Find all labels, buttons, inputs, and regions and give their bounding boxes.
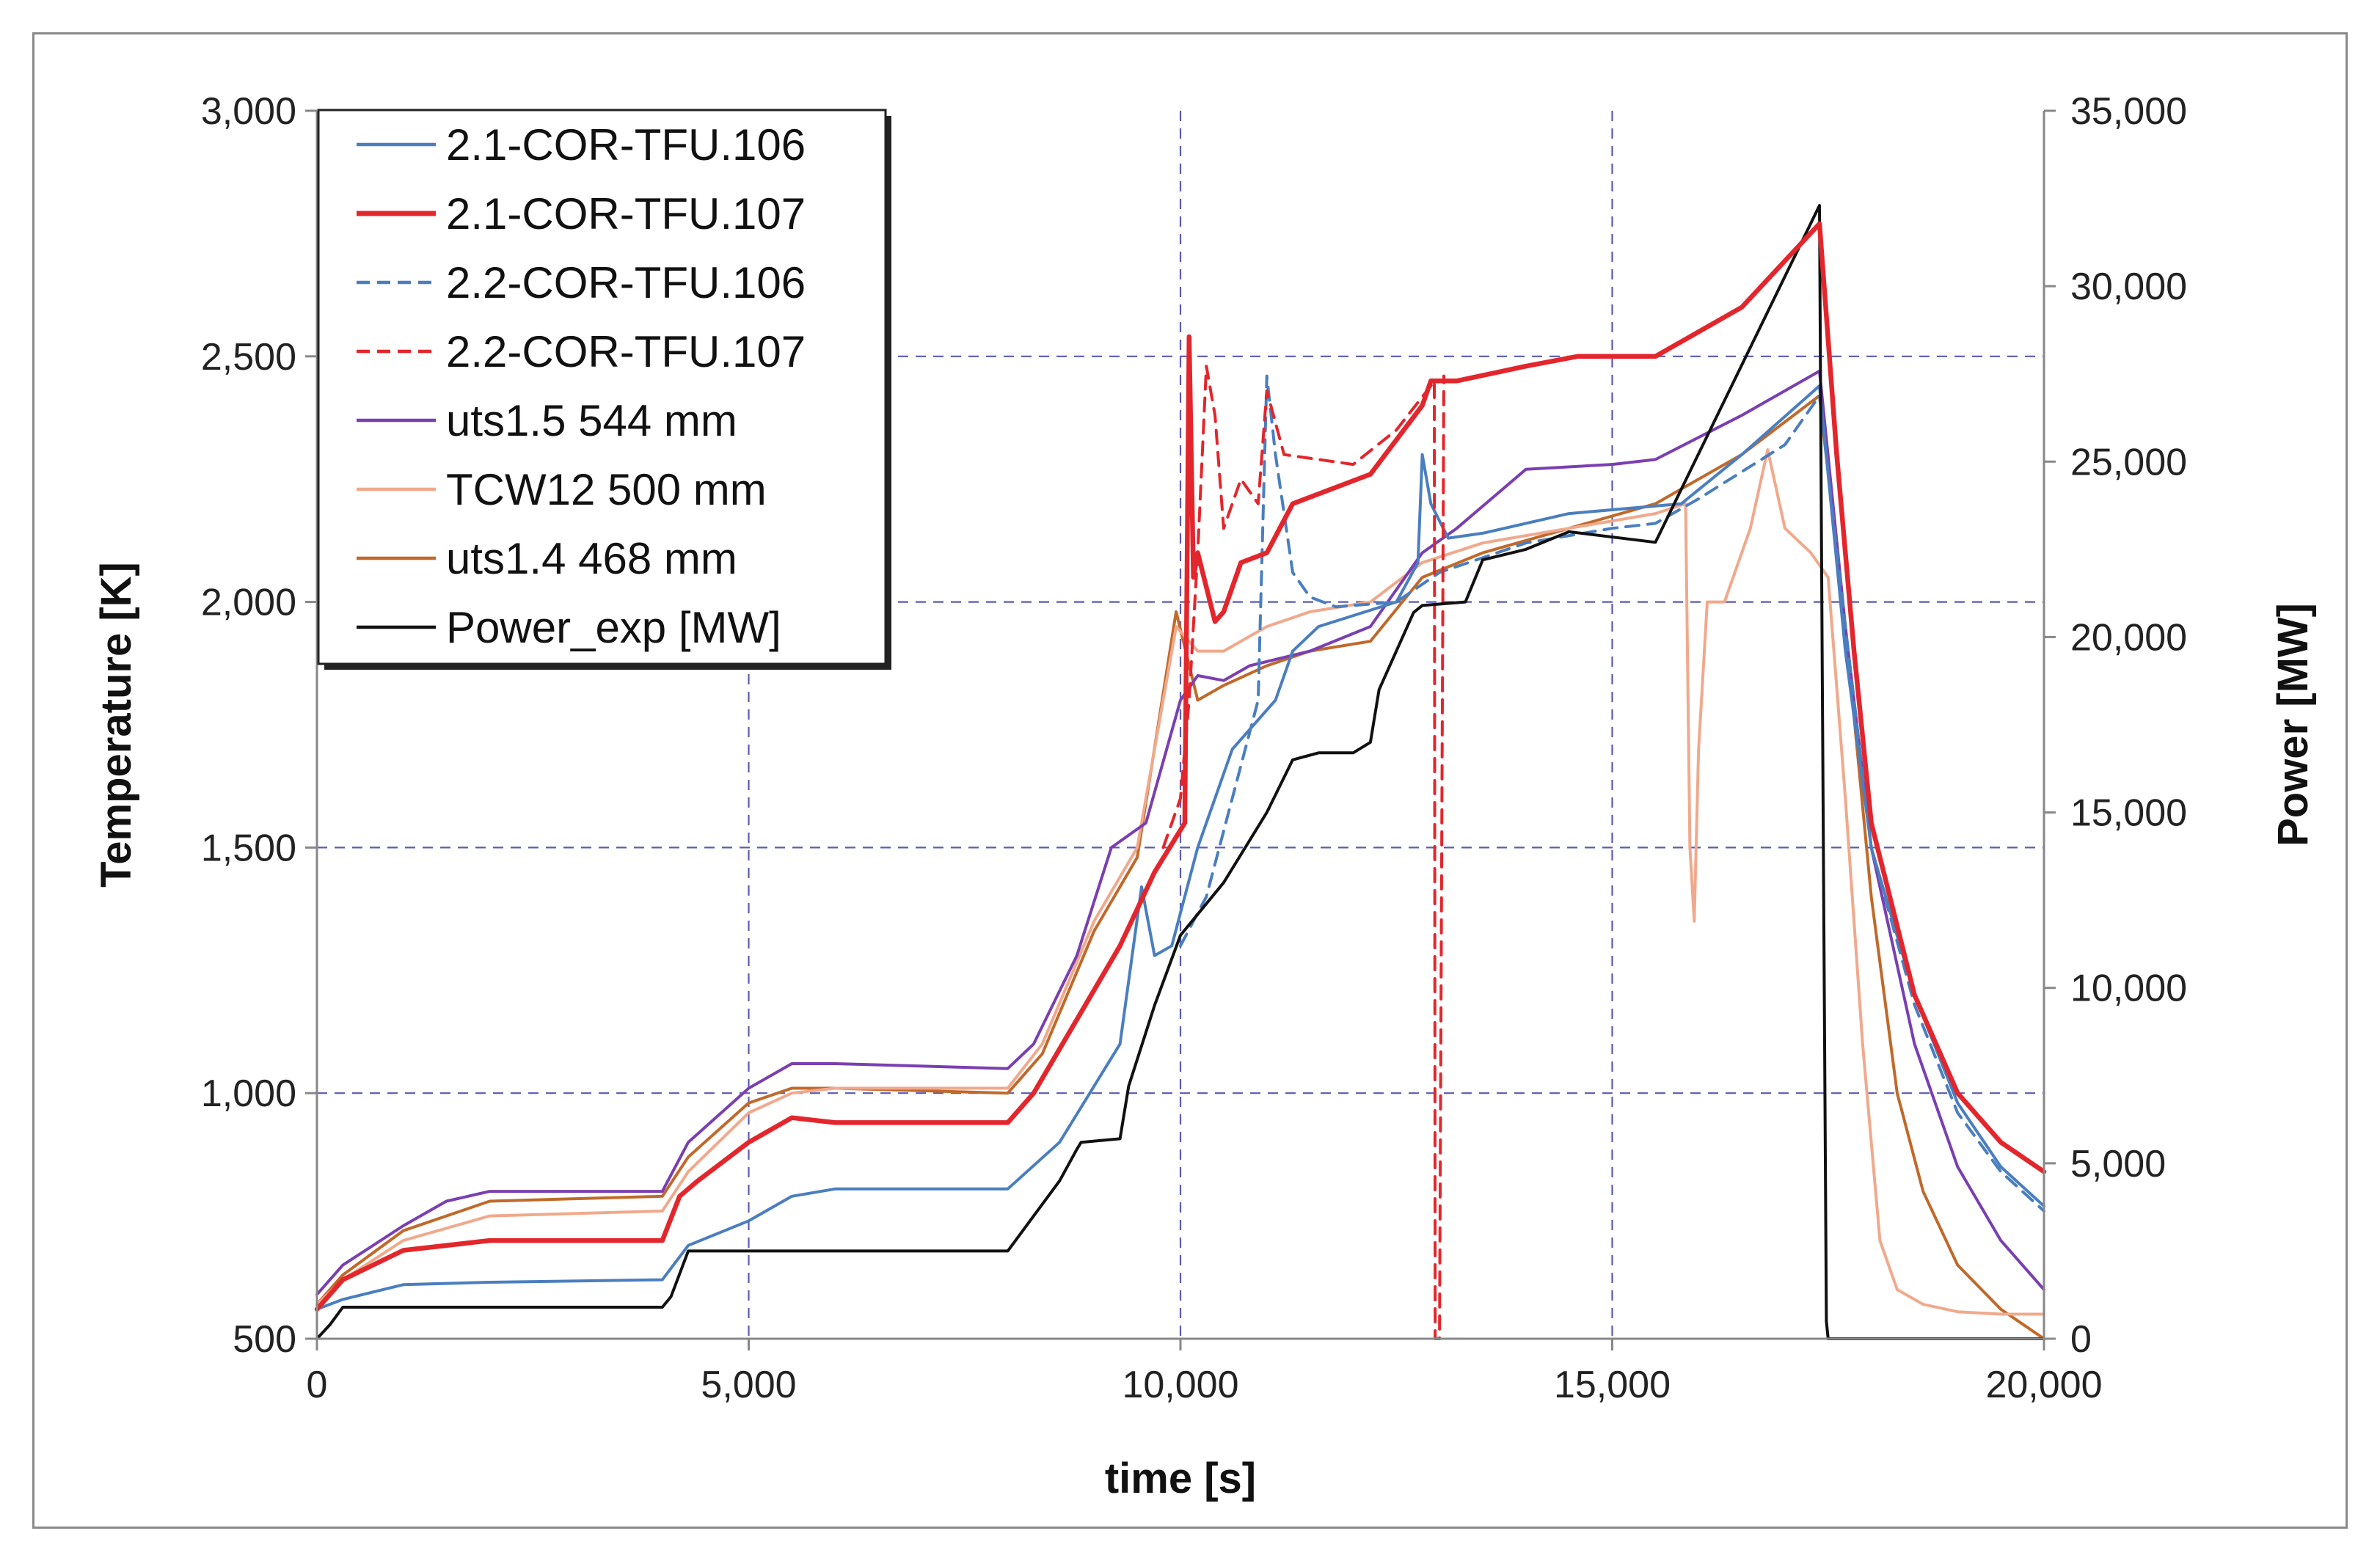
x-axis-title: time [s] <box>1105 1455 1256 1502</box>
y-tick-label: 1,500 <box>201 827 296 869</box>
legend-entry-label: uts1.4 468 mm <box>446 534 737 583</box>
series-lines <box>314 204 2047 1340</box>
series-line-2-2-cor-tfu-107 <box>1161 365 1445 1340</box>
x-tick-label: 0 <box>307 1364 328 1406</box>
x-tick-label: 20,000 <box>1985 1364 2102 1406</box>
series-line-2-1-cor-tfu-107 <box>314 221 2047 1312</box>
legend-box <box>317 109 887 665</box>
y2-tick-label: 5,000 <box>2070 1143 2166 1185</box>
series-line-uts1-4-468-mm <box>315 394 2045 1340</box>
legend-entry-label: 2.1-COR-TFU.106 <box>446 120 806 169</box>
series-line-tcw12-500-mm <box>315 448 2045 1316</box>
y2-tick-label: 30,000 <box>2070 266 2187 308</box>
x-tick-label: 5,000 <box>701 1364 796 1406</box>
tick-labels: 500 1,000 1,500 2,000 2,500 3,000 0 5,000 10,000… <box>201 90 2187 1406</box>
y2-axis-title: Power [MW] <box>2269 603 2317 847</box>
legend-entry-label: Power_exp [MW] <box>446 603 781 652</box>
legend-entry-label: TCW12 500 mm <box>446 465 767 514</box>
x-tick-label: 15,000 <box>1554 1364 1671 1406</box>
y2-tick-label: 10,000 <box>2070 968 2187 1010</box>
y-axis-title: Temperature [K] <box>92 562 140 888</box>
legend-entry-label: 2.2-COR-TFU.106 <box>446 258 806 307</box>
y2-tick-label: 35,000 <box>2070 90 2187 133</box>
y2-tick-label: 20,000 <box>2070 616 2187 659</box>
y-tick-label: 1,000 <box>201 1072 296 1115</box>
x-tick-label: 10,000 <box>1122 1364 1238 1406</box>
y-tick-label: 2,000 <box>201 582 296 624</box>
legend-entry-label: 2.2-COR-TFU.107 <box>446 327 806 376</box>
series-line-power-exp-mw <box>315 204 2045 1340</box>
legend: 2.1-COR-TFU.106 2.1-COR-TFU.107 2.2-COR-TF… <box>317 109 891 670</box>
y2-tick-label: 15,000 <box>2070 792 2187 835</box>
axes <box>305 109 2056 1350</box>
legend-entry-label: 2.1-COR-TFU.107 <box>446 189 806 238</box>
series-line-uts1-5-544-mm <box>315 369 2045 1296</box>
y2-tick-label: 25,000 <box>2070 441 2187 483</box>
y-tick-label: 3,000 <box>201 90 296 133</box>
legend-entry-label: uts1.5 544 mm <box>446 396 737 445</box>
series-line-2-2-cor-tfu-106 <box>1179 374 2045 1213</box>
y-tick-label: 500 <box>233 1318 296 1361</box>
y-tick-label: 2,500 <box>201 336 296 379</box>
y2-tick-label: 0 <box>2070 1318 2092 1361</box>
